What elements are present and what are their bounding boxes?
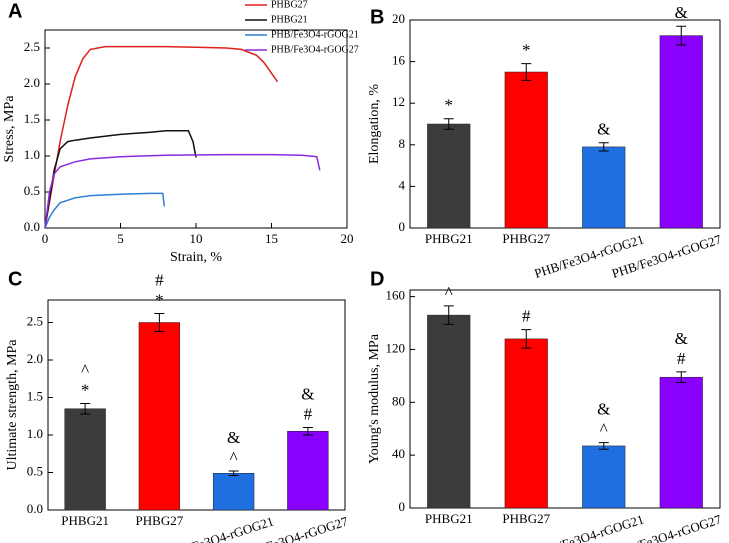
y-tick-label: 0 (399, 219, 406, 234)
y-tick-label: 2.0 (27, 351, 43, 366)
significance-mark: # (304, 404, 313, 423)
x-tick-label: 20 (341, 231, 354, 246)
error-bar (521, 329, 532, 349)
stress-curve (44, 153, 321, 229)
significance-mark: * (155, 290, 164, 309)
legend-label: PHB/Fe3O4-rGOG21 (271, 29, 359, 40)
legend-label: PHBG27 (271, 0, 308, 10)
bar (659, 376, 703, 509)
x-tick-label: PHBG21 (61, 513, 109, 528)
significance-mark: * (81, 380, 90, 399)
y-axis-title: Stress, MPa (2, 95, 17, 163)
x-tick-label: PHBG27 (502, 511, 550, 526)
significance-mark: # (522, 307, 531, 326)
panel-letter: B (370, 6, 384, 28)
y-tick-label: 1.0 (24, 147, 40, 162)
significance-mark: ^ (230, 448, 238, 467)
bar (427, 123, 471, 229)
bar (582, 445, 626, 509)
y-tick-label: 12 (392, 94, 405, 109)
y-tick-label: 40 (392, 446, 405, 461)
plot-frame (47, 299, 346, 511)
y-tick-label: 20 (392, 11, 405, 26)
y-tick-label: 0 (399, 499, 406, 514)
bar (504, 71, 548, 229)
x-tick-label: PHBG21 (425, 231, 473, 246)
bar (659, 35, 703, 229)
panel-letter: D (370, 268, 384, 290)
x-tick-label: PHBG27 (502, 231, 550, 246)
panel-letter: A (8, 0, 22, 22)
bar (212, 473, 255, 511)
y-tick-label: 16 (392, 53, 406, 68)
y-axis-title: Ultimate strength, MPa (5, 339, 20, 471)
x-tick-label: PHBG27 (136, 513, 184, 528)
error-bar (598, 142, 609, 152)
significance-mark: & (301, 384, 314, 403)
error-bar (676, 25, 687, 46)
significance-mark: ^ (600, 420, 608, 439)
error-bar (521, 63, 532, 81)
error-bar (676, 371, 687, 383)
y-tick-label: 160 (386, 288, 406, 303)
stress-curve (44, 192, 166, 229)
bar (138, 322, 181, 511)
bar (427, 314, 471, 509)
significance-mark: & (597, 120, 610, 139)
error-bar (302, 427, 313, 436)
error-bar (598, 442, 609, 450)
y-tick-label: 1.0 (27, 426, 43, 441)
significance-mark: ^ (81, 360, 89, 379)
y-tick-label: 1.5 (27, 388, 43, 403)
error-bar (443, 118, 454, 130)
error-bar (228, 470, 239, 476)
significance-mark: & (227, 428, 240, 447)
stress-curve (44, 45, 279, 229)
bar (287, 431, 329, 511)
y-tick-label: 0.5 (27, 463, 43, 478)
y-tick-label: 1.5 (24, 111, 40, 126)
legend-label: PHB/Fe3O4-rGOG27 (271, 44, 359, 55)
x-tick-label: 5 (117, 231, 124, 246)
y-tick-label: 120 (386, 340, 406, 355)
y-tick-label: 2.0 (24, 75, 40, 90)
significance-mark: & (675, 329, 688, 348)
y-tick-label: 0.0 (27, 501, 43, 516)
x-tick-label: 10 (190, 231, 203, 246)
y-tick-label: 4 (399, 177, 406, 192)
y-tick-label: 2.5 (24, 39, 40, 54)
x-tick-label: 0 (42, 231, 49, 246)
error-bar (443, 305, 454, 325)
stress-curve (44, 130, 197, 229)
y-tick-label: 80 (392, 393, 405, 408)
significance-mark: ^ (445, 283, 453, 302)
significance-mark: & (675, 3, 688, 22)
error-bar (80, 403, 91, 415)
y-tick-label: 2.5 (27, 313, 43, 328)
legend-label: PHBG21 (271, 14, 308, 25)
bar (504, 338, 548, 509)
error-bar (154, 313, 165, 332)
plot-frame (409, 289, 721, 509)
y-tick-label: 0.0 (24, 219, 40, 234)
x-tick-label: PHBG21 (425, 511, 473, 526)
y-axis-title: Young's modulus, MPa (367, 333, 382, 464)
y-axis-title: Elongation, % (367, 84, 382, 164)
panel-letter: C (8, 268, 22, 290)
significance-mark: # (155, 270, 164, 289)
significance-mark: # (677, 349, 686, 368)
y-tick-label: 0.5 (24, 183, 40, 198)
significance-mark: & (597, 400, 610, 419)
bar (64, 408, 106, 511)
y-tick-label: 8 (399, 136, 406, 151)
x-tick-label: 15 (265, 231, 278, 246)
bar (582, 146, 626, 229)
significance-mark: * (445, 96, 454, 115)
x-axis-title: Strain, % (170, 250, 222, 265)
plot-frame (44, 29, 348, 229)
plot-frame (409, 19, 721, 229)
significance-mark: * (522, 41, 531, 60)
